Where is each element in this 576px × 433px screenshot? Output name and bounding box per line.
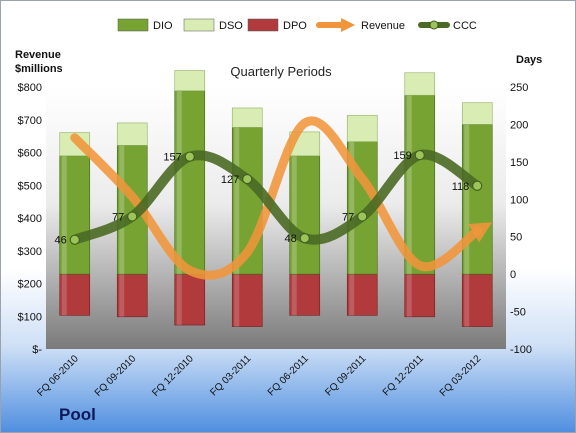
bar-dio-highlight — [234, 127, 240, 275]
left-tick-label: $500 — [18, 180, 42, 192]
right-tick-label: 150 — [510, 157, 528, 169]
ccc-data-label: 127 — [221, 174, 239, 186]
ccc-data-label: 46 — [55, 235, 67, 247]
left-tick-label: $600 — [18, 148, 42, 160]
bar-dpo-highlight — [176, 274, 182, 326]
right-tick-label: -100 — [510, 344, 532, 356]
chart-title: Quarterly Periods — [230, 64, 332, 79]
bar-dpo-highlight — [349, 274, 355, 316]
ccc-point — [472, 180, 483, 191]
right-tick-label: 50 — [510, 232, 522, 244]
bar-dpo-highlight — [61, 274, 67, 316]
right-tick-label: -50 — [510, 307, 526, 319]
line-series — [69, 116, 493, 280]
bar-dpo-highlight — [406, 274, 412, 317]
legend: DIO DSO DPO Revenue CCC — [117, 18, 477, 32]
legend-label: DPO — [283, 20, 307, 32]
company-label: Pool — [59, 405, 96, 424]
x-tick-label: FQ 06-2011 — [266, 353, 311, 398]
bar-dso — [404, 72, 436, 96]
ccc-data-label: 118 — [452, 181, 470, 193]
right-tick-label: 100 — [510, 194, 528, 206]
legend-swatch-dio — [117, 18, 149, 32]
bar-dpo — [461, 273, 493, 327]
x-axis: FQ 06-2010 FQ 09-2010 FQ 12-2010 FQ 03-2011… — [35, 353, 483, 399]
x-tick-label: FQ 09-2010 — [93, 353, 139, 399]
ccc-point — [69, 234, 80, 245]
ccc-data-label: 157 — [163, 152, 181, 164]
bar-dpo — [346, 273, 378, 316]
data-labels: 46 77 157 127 48 77 159 118 — [55, 150, 470, 247]
bar-dso — [231, 107, 263, 128]
left-tick-label: $200 — [18, 279, 42, 291]
left-tick-label: $800 — [18, 82, 42, 94]
legend-swatch-dso — [183, 18, 215, 32]
bar-dio-highlight — [291, 155, 297, 275]
right-tick-label: 200 — [510, 119, 528, 131]
ccc-point — [127, 211, 138, 222]
legend-label: Revenue — [361, 20, 405, 32]
bar-dio-highlight — [406, 95, 412, 275]
bar-dpo — [116, 273, 148, 318]
bar-dpo — [59, 273, 91, 316]
left-axis: $- $100 $200 $300 $400 $500 $600 $700 $800 — [18, 82, 43, 356]
bar-dio-highlight — [119, 145, 125, 275]
x-tick-label: FQ 03-2012 — [438, 353, 484, 399]
bar-dio — [461, 124, 493, 275]
x-tick-label: FQ 09-2011 — [323, 353, 368, 398]
bar-dpo-highlight — [291, 274, 297, 316]
legend-swatch-dpo — [247, 18, 279, 32]
bar-dio-highlight — [61, 155, 67, 275]
legend-label: DSO — [219, 20, 243, 32]
left-tick-label: $100 — [18, 311, 42, 323]
ccc-data-label: 77 — [342, 212, 354, 224]
bar-dso — [174, 70, 206, 92]
left-axis-title-line-2: $millions — [15, 63, 63, 75]
legend-arrow-revenue — [341, 18, 355, 32]
left-tick-label: $300 — [18, 246, 42, 258]
legend-marker-ccc — [429, 20, 439, 30]
right-axis: -100 -50 0 50 100 150 200 250 — [510, 82, 532, 356]
ccc-point — [357, 211, 368, 222]
x-tick-label: FQ 06-2010 — [35, 353, 81, 399]
x-tick-label: FQ 03-2011 — [208, 353, 253, 398]
ccc-point — [299, 233, 310, 244]
legend-label: DIO — [153, 20, 173, 32]
bar-dso — [461, 102, 493, 125]
bar-dso — [346, 115, 378, 142]
bar-dpo — [289, 273, 321, 316]
right-tick-label: 250 — [510, 82, 528, 94]
left-tick-label: $- — [32, 344, 42, 356]
ccc-point — [242, 174, 253, 185]
ccc-data-label: 77 — [112, 212, 124, 224]
bar-dio-highlight — [349, 141, 355, 275]
bar-dio-highlight — [464, 124, 470, 275]
bar-dio — [289, 155, 321, 275]
ccc-point — [414, 150, 425, 161]
right-axis-title: Days — [516, 54, 542, 66]
bar-dpo-highlight — [234, 274, 240, 327]
right-tick-label: 0 — [510, 269, 516, 281]
left-tick-label: $400 — [18, 213, 42, 225]
ccc-data-label: 159 — [393, 150, 411, 162]
ccc-point — [184, 151, 195, 162]
ccc-line — [69, 149, 483, 245]
left-tick-label: $700 — [18, 115, 42, 127]
x-tick-label: FQ 12-2011 — [381, 353, 426, 398]
left-axis-title-line-1: Revenue — [15, 49, 61, 61]
bar-dio — [174, 90, 206, 275]
ccc-data-label: 48 — [285, 233, 297, 245]
bar-dio — [404, 94, 436, 275]
bar-dio-highlight — [176, 90, 182, 275]
bar-dso — [116, 122, 148, 146]
bar-dpo-highlight — [464, 274, 470, 327]
legend-label: CCC — [453, 20, 477, 32]
x-tick-label: FQ 12-2010 — [150, 353, 196, 399]
bar-dpo-highlight — [119, 274, 125, 317]
left-axis-title: Revenue $millions — [15, 49, 64, 75]
